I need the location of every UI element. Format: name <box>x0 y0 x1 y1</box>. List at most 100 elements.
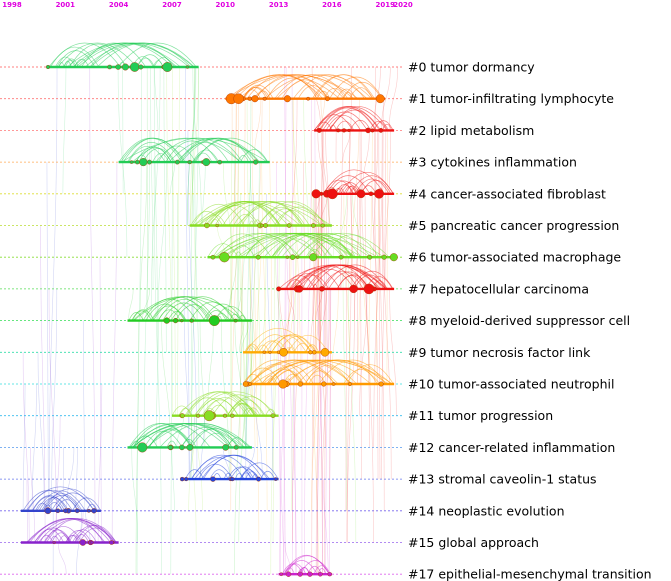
reference-node[interactable] <box>341 128 347 133</box>
reference-node[interactable] <box>63 508 68 514</box>
reference-node[interactable] <box>311 189 321 199</box>
reference-node[interactable] <box>276 286 282 292</box>
cluster-row[interactable]: #17 epithelial-mesenchymal transition <box>0 555 652 581</box>
reference-node[interactable] <box>203 410 215 422</box>
cluster-row[interactable]: #12 cancer-related inflammation <box>0 423 615 455</box>
cluster-label[interactable]: #9 tumor necrosis factor link <box>408 345 591 360</box>
reference-node[interactable] <box>129 160 134 164</box>
reference-node[interactable] <box>279 348 288 357</box>
reference-node[interactable] <box>336 128 341 133</box>
reference-node[interactable] <box>202 158 211 167</box>
reference-node[interactable] <box>327 188 338 200</box>
reference-node[interactable] <box>363 283 375 295</box>
cluster-row[interactable]: #5 pancreatic cancer progression <box>0 201 619 234</box>
cluster-label[interactable]: #0 tumor dormancy <box>408 60 535 75</box>
reference-node[interactable] <box>367 254 373 260</box>
reference-node[interactable] <box>389 253 398 262</box>
reference-node[interactable] <box>306 96 310 101</box>
reference-node[interactable] <box>233 318 238 323</box>
reference-node[interactable] <box>308 350 313 355</box>
reference-node[interactable] <box>162 62 173 72</box>
cluster-label[interactable]: #8 myeloid-derived suppressor cell <box>408 313 630 328</box>
reference-node[interactable] <box>278 379 288 389</box>
reference-node[interactable] <box>86 508 91 513</box>
reference-node[interactable] <box>138 64 144 70</box>
reference-node[interactable] <box>222 444 229 451</box>
reference-node[interactable] <box>222 413 228 418</box>
cluster-row[interactable]: #0 tumor dormancy <box>0 42 535 75</box>
reference-node[interactable] <box>210 254 216 260</box>
reference-node[interactable] <box>312 350 317 355</box>
reference-node[interactable] <box>317 571 323 577</box>
reference-node[interactable] <box>55 508 61 514</box>
reference-node[interactable] <box>186 444 194 451</box>
reference-node[interactable] <box>325 96 330 102</box>
reference-node[interactable] <box>378 381 384 387</box>
reference-node[interactable] <box>319 286 325 292</box>
reference-node[interactable] <box>187 159 192 165</box>
reference-node[interactable] <box>79 539 87 546</box>
reference-node[interactable] <box>347 128 351 133</box>
reference-node[interactable] <box>311 223 316 228</box>
reference-node[interactable] <box>248 382 253 386</box>
reference-node[interactable] <box>256 476 261 482</box>
reference-node[interactable] <box>174 159 180 165</box>
reference-node[interactable] <box>217 159 222 165</box>
reference-node[interactable] <box>331 382 336 386</box>
reference-node[interactable] <box>316 127 322 133</box>
cluster-row[interactable]: #11 tumor progression <box>0 391 553 424</box>
cluster-row[interactable]: #9 tumor necrosis factor link <box>0 327 591 360</box>
reference-node[interactable] <box>262 350 267 355</box>
reference-node[interactable] <box>44 507 52 515</box>
reference-node[interactable] <box>74 508 80 514</box>
reference-node[interactable] <box>137 442 148 453</box>
reference-node[interactable] <box>45 64 51 70</box>
cluster-label[interactable]: #17 epithelial-mesenchymal transition <box>408 567 652 581</box>
reference-node[interactable] <box>327 572 332 577</box>
reference-node[interactable] <box>107 64 112 70</box>
reference-node[interactable] <box>90 540 94 545</box>
reference-node[interactable] <box>307 571 313 577</box>
reference-node[interactable] <box>139 158 148 167</box>
reference-node[interactable] <box>295 285 304 293</box>
cluster-label[interactable]: #6 tumor-associated macrophage <box>408 250 621 265</box>
reference-node[interactable] <box>289 254 296 260</box>
reference-node[interactable] <box>320 348 330 357</box>
cluster-label[interactable]: #3 cytokines inflammation <box>408 155 577 170</box>
reference-node[interactable] <box>263 223 268 228</box>
reference-node[interactable] <box>365 127 371 134</box>
cluster-label[interactable]: #12 cancer-related inflammation <box>408 440 615 455</box>
reference-node[interactable] <box>309 253 318 262</box>
reference-node[interactable] <box>195 413 201 418</box>
reference-node[interactable] <box>285 255 289 259</box>
cluster-row[interactable]: #13 stromal caveolin-1 status <box>0 454 597 487</box>
reference-node[interactable] <box>349 284 358 294</box>
reference-node[interactable] <box>295 255 300 259</box>
reference-node[interactable] <box>381 254 387 260</box>
reference-node[interactable] <box>210 476 216 482</box>
cluster-row[interactable]: #1 tumor-infiltrating lymphocyte <box>0 74 614 107</box>
reference-node[interactable] <box>230 476 235 482</box>
cluster-label[interactable]: #13 stromal caveolin-1 status <box>408 472 597 487</box>
cluster-label[interactable]: #2 lipid metabolism <box>408 123 534 138</box>
cluster-label[interactable]: #11 tumor progression <box>408 408 553 423</box>
cluster-row[interactable]: #15 global approach <box>0 518 539 551</box>
reference-node[interactable] <box>147 159 152 165</box>
cluster-label[interactable]: #7 hepatocellular carcinoma <box>408 281 589 296</box>
reference-node[interactable] <box>356 189 366 199</box>
cluster-row[interactable]: #8 myeloid-derived suppressor cell <box>0 296 630 329</box>
reference-node[interactable] <box>270 413 276 419</box>
reference-node[interactable] <box>52 540 56 545</box>
cluster-row[interactable]: #14 neoplastic evolution <box>0 486 565 519</box>
reference-node[interactable] <box>109 540 114 545</box>
reference-node[interactable] <box>297 571 303 577</box>
reference-node[interactable] <box>233 445 239 450</box>
reference-node[interactable] <box>260 223 264 228</box>
reference-node[interactable] <box>279 572 284 577</box>
reference-node[interactable] <box>285 571 292 577</box>
reference-node[interactable] <box>230 413 235 418</box>
reference-node[interactable] <box>262 96 267 101</box>
reference-node[interactable] <box>378 128 384 133</box>
reference-node[interactable] <box>370 128 375 133</box>
cluster-row[interactable]: #3 cytokines inflammation <box>0 137 577 170</box>
